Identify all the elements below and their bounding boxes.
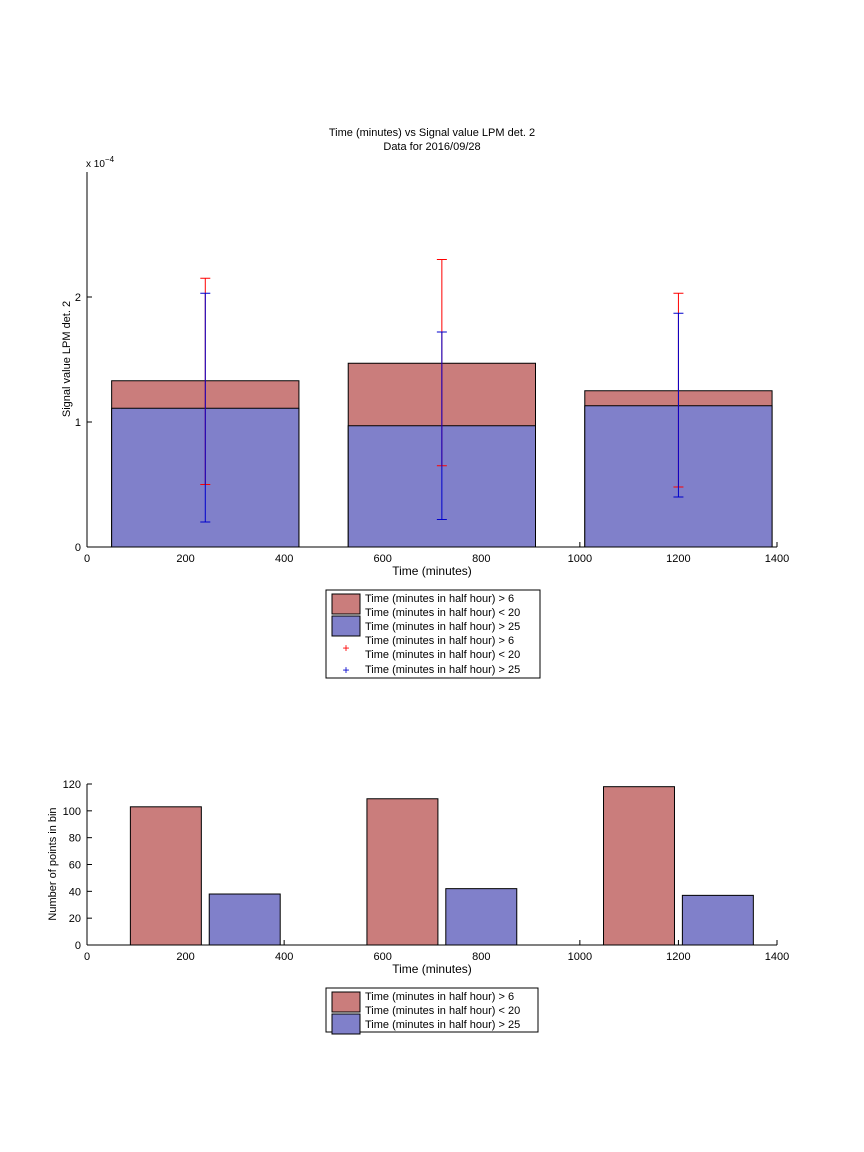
bar-red	[603, 786, 675, 946]
legend-swatch-blue	[331, 615, 361, 637]
y-tick-label: 100	[63, 806, 81, 818]
y-tick-label: 60	[69, 860, 81, 872]
x-tick-label: 800	[472, 951, 490, 963]
y-axis-label: Number of points in bin	[47, 807, 59, 920]
x-axis-label: Time (minutes)	[392, 962, 472, 976]
x-tick-label: 400	[275, 553, 293, 565]
legend-label: Time (minutes in half hour) > 25	[365, 621, 520, 633]
legend-label: Time (minutes in half hour) < 20	[365, 607, 520, 619]
legend-marker-red: +	[342, 641, 349, 655]
legend-box	[325, 987, 539, 1033]
x-tick-label: 1000	[568, 553, 592, 565]
legend: Time (minutes in half hour) > 6 Time (mi…	[325, 589, 541, 679]
y-tick-label: 20	[69, 913, 81, 925]
legend-label: Time (minutes in half hour) > 25	[365, 664, 520, 676]
legend-swatch-red	[331, 991, 361, 1013]
x-tick-label: 1400	[765, 951, 789, 963]
legend-label: Time (minutes in half hour) > 6	[365, 635, 514, 647]
x-tick-label: 1400	[765, 553, 789, 565]
y-tick-label: 2	[75, 292, 81, 304]
legend-label: Time (minutes in half hour) > 6	[365, 593, 514, 605]
y-exponent-label: x 10−4	[86, 155, 115, 170]
plot-area: 0 200 400 600 800 1000 1200 1400 0 1 2	[75, 172, 789, 565]
x-tick-label: 200	[176, 553, 194, 565]
errorbar-blue	[436, 331, 447, 520]
x-tick-label: 600	[374, 951, 392, 963]
errorbar-blue	[673, 312, 684, 498]
bar-red	[129, 806, 202, 946]
x-tick-label: 400	[275, 951, 293, 963]
chart-title: Time (minutes) vs Signal value LPM det. …	[329, 127, 535, 139]
x-tick-label: 0	[84, 553, 90, 565]
legend-label: Time (minutes in half hour) < 20	[365, 649, 520, 661]
x-tick-label: 600	[374, 553, 392, 565]
y-tick-label: 40	[69, 886, 81, 898]
y-axis-label: Signal value LPM det. 2	[61, 301, 73, 417]
plot-area: 0 200 400 600 800 1000 1200 1400 0 20 40 60 80 100 120	[63, 779, 790, 963]
x-tick-label: 1200	[666, 951, 690, 963]
legend-box	[325, 589, 541, 679]
x-axis-label: Time (minutes)	[392, 564, 472, 578]
y-tick-label: 80	[69, 833, 81, 845]
bar-blue	[208, 893, 281, 946]
errorbar-blue	[200, 292, 211, 523]
legend: Time (minutes in half hour) > 6 Time (mi…	[325, 987, 539, 1035]
legend-label: Time (minutes in half hour) > 25	[365, 1019, 520, 1031]
x-tick-label: 0	[84, 951, 90, 963]
x-tick-label: 1000	[568, 951, 592, 963]
y-tick-label: 0	[75, 542, 81, 554]
count-chart: 0 200 400 600 800 1000 1200 1400 0 20 40 60 80 100 120…	[47, 779, 790, 1035]
signal-chart: Time (minutes) vs Signal value LPM det. …	[61, 127, 789, 679]
legend-swatch-red	[331, 593, 361, 615]
legend-label: Time (minutes in half hour) < 20	[365, 1005, 520, 1017]
chart-subtitle: Data for 2016/09/28	[383, 141, 480, 153]
bar-red	[366, 798, 439, 946]
y-tick-label: 1	[75, 417, 81, 429]
legend-marker-blue: +	[342, 663, 349, 677]
y-tick-label: 120	[63, 779, 81, 791]
bar-blue	[445, 888, 518, 946]
x-tick-label: 200	[176, 951, 194, 963]
x-tick-label: 800	[472, 553, 490, 565]
y-tick-label: 0	[75, 940, 81, 952]
x-tick-label: 1200	[666, 553, 690, 565]
legend-swatch-blue	[331, 1013, 361, 1035]
legend-label: Time (minutes in half hour) > 6	[365, 991, 514, 1003]
bar-blue	[681, 894, 754, 946]
